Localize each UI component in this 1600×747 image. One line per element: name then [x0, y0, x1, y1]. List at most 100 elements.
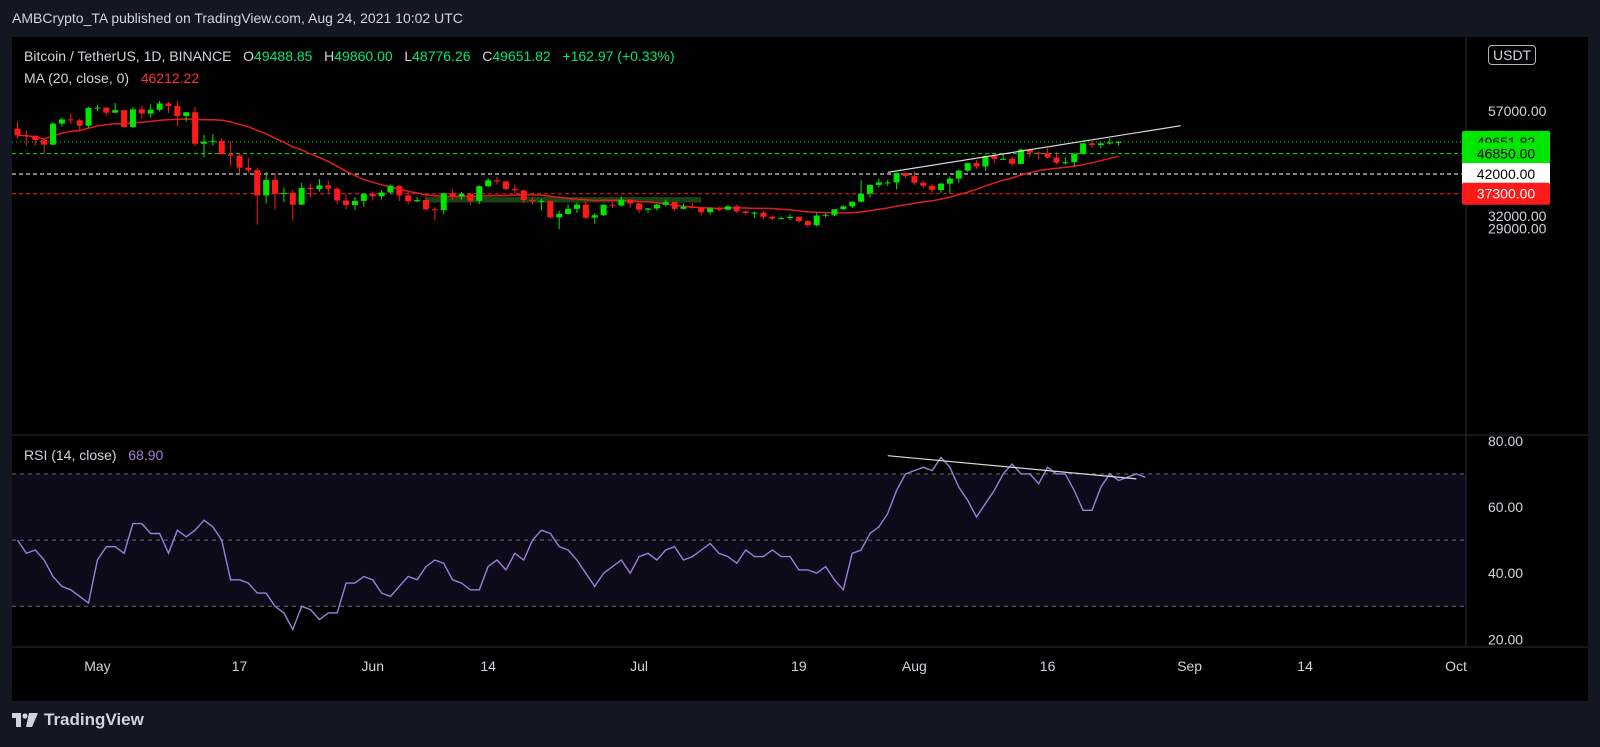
candle-body — [458, 193, 465, 197]
candle-body — [822, 214, 829, 216]
candle-body — [129, 109, 136, 127]
ma-value: 46212.22 — [140, 70, 200, 86]
support-zone — [425, 197, 702, 203]
candle-body — [733, 206, 740, 212]
price-tag: 42000.00 — [1462, 163, 1550, 185]
candle — [866, 184, 873, 198]
footer-brand[interactable]: TradingView — [12, 706, 144, 734]
ma-label: MA (20, close, 0) — [24, 70, 130, 86]
candle-body — [689, 206, 696, 209]
change-value: +162.97 (+0.33%) — [562, 48, 675, 64]
candle-body — [600, 204, 607, 216]
price-tag: 46850.00 — [1462, 142, 1550, 165]
candle — [334, 187, 341, 205]
close-value: 49651.82 — [492, 48, 551, 64]
candle-body — [245, 167, 252, 171]
chart-container[interactable]: 57000.0040000.0036000.0032000.0029000.00… — [12, 37, 1588, 701]
candle — [1062, 157, 1069, 165]
time-axis-label: May — [84, 658, 110, 674]
candle-body — [946, 178, 953, 184]
candle-body — [378, 192, 385, 197]
candle-body — [653, 204, 660, 209]
candle — [1097, 142, 1104, 149]
candle-body — [1009, 158, 1016, 164]
candle — [41, 138, 48, 153]
candle — [946, 176, 953, 194]
candle — [165, 101, 172, 114]
candle-body — [707, 208, 714, 213]
candle — [573, 202, 580, 214]
candle-body — [316, 185, 323, 190]
candle — [529, 197, 536, 205]
candle — [138, 105, 145, 119]
candle-body — [94, 107, 101, 109]
candle — [795, 216, 802, 223]
chart-canvas[interactable]: 57000.0040000.0036000.0032000.0029000.00… — [12, 37, 1588, 701]
candle — [67, 113, 74, 125]
candle — [183, 111, 190, 122]
candle — [14, 121, 21, 139]
candle-body — [58, 119, 65, 124]
rsi-value: 68.90 — [128, 447, 164, 463]
open-label: O — [243, 48, 255, 64]
candle — [973, 160, 980, 169]
candle-body — [263, 179, 270, 196]
candle-body — [866, 184, 873, 194]
candle — [298, 182, 305, 206]
candle — [422, 195, 429, 211]
candle — [955, 169, 962, 183]
candle — [147, 104, 154, 118]
time-axis-label: Jun — [361, 658, 384, 674]
candle — [565, 204, 572, 215]
symbol-legend: Bitcoin / TetherUS, 1D, BINANCE O49488.8… — [24, 48, 675, 64]
candle-body — [502, 181, 509, 190]
candle — [813, 212, 820, 227]
candle — [272, 173, 279, 210]
candle-body — [511, 189, 518, 191]
candle — [218, 137, 225, 155]
candle-body — [1080, 143, 1087, 154]
time-axis-label: 14 — [480, 658, 496, 674]
candle-body — [1000, 158, 1007, 160]
candle-body — [147, 109, 154, 114]
candle — [929, 183, 936, 193]
candle — [200, 134, 207, 158]
candle-body — [662, 202, 669, 205]
candle — [911, 171, 918, 185]
candle-body — [174, 105, 181, 117]
price-axis-label: 32000.00 — [1488, 208, 1547, 224]
candle — [378, 189, 385, 200]
price-tag-text: 37300.00 — [1477, 186, 1536, 202]
candle — [1115, 140, 1122, 146]
rsi-axis-label: 20.00 — [1488, 631, 1523, 647]
candle-body — [494, 180, 501, 182]
symbol-name: Bitcoin / TetherUS, 1D, BINANCE — [24, 48, 232, 64]
candle-body — [138, 109, 145, 114]
candle — [1106, 138, 1113, 145]
candle-body — [440, 193, 447, 211]
candle-body — [192, 112, 199, 144]
candle-body — [769, 216, 776, 219]
candle-body — [795, 216, 802, 222]
candle — [485, 178, 492, 188]
candle — [840, 205, 847, 211]
currency-button[interactable]: USDT — [1488, 45, 1537, 65]
candle-body — [218, 140, 225, 155]
candle — [538, 198, 545, 211]
candle — [343, 193, 350, 210]
candle — [760, 210, 767, 220]
rsi-legend: RSI (14, close) 68.90 — [24, 447, 163, 463]
candle — [431, 207, 438, 220]
candle-body — [573, 204, 580, 209]
candle — [902, 172, 909, 179]
time-axis-label: Oct — [1445, 658, 1467, 674]
price-tag-text: 46850.00 — [1477, 146, 1536, 162]
candle-body — [529, 200, 536, 202]
candle — [325, 180, 332, 195]
candle — [884, 179, 891, 186]
tradingview-logo-icon — [12, 713, 38, 727]
candle-body — [955, 170, 962, 179]
candle — [307, 183, 314, 198]
candle-body — [875, 182, 882, 185]
candle-body — [449, 193, 456, 197]
